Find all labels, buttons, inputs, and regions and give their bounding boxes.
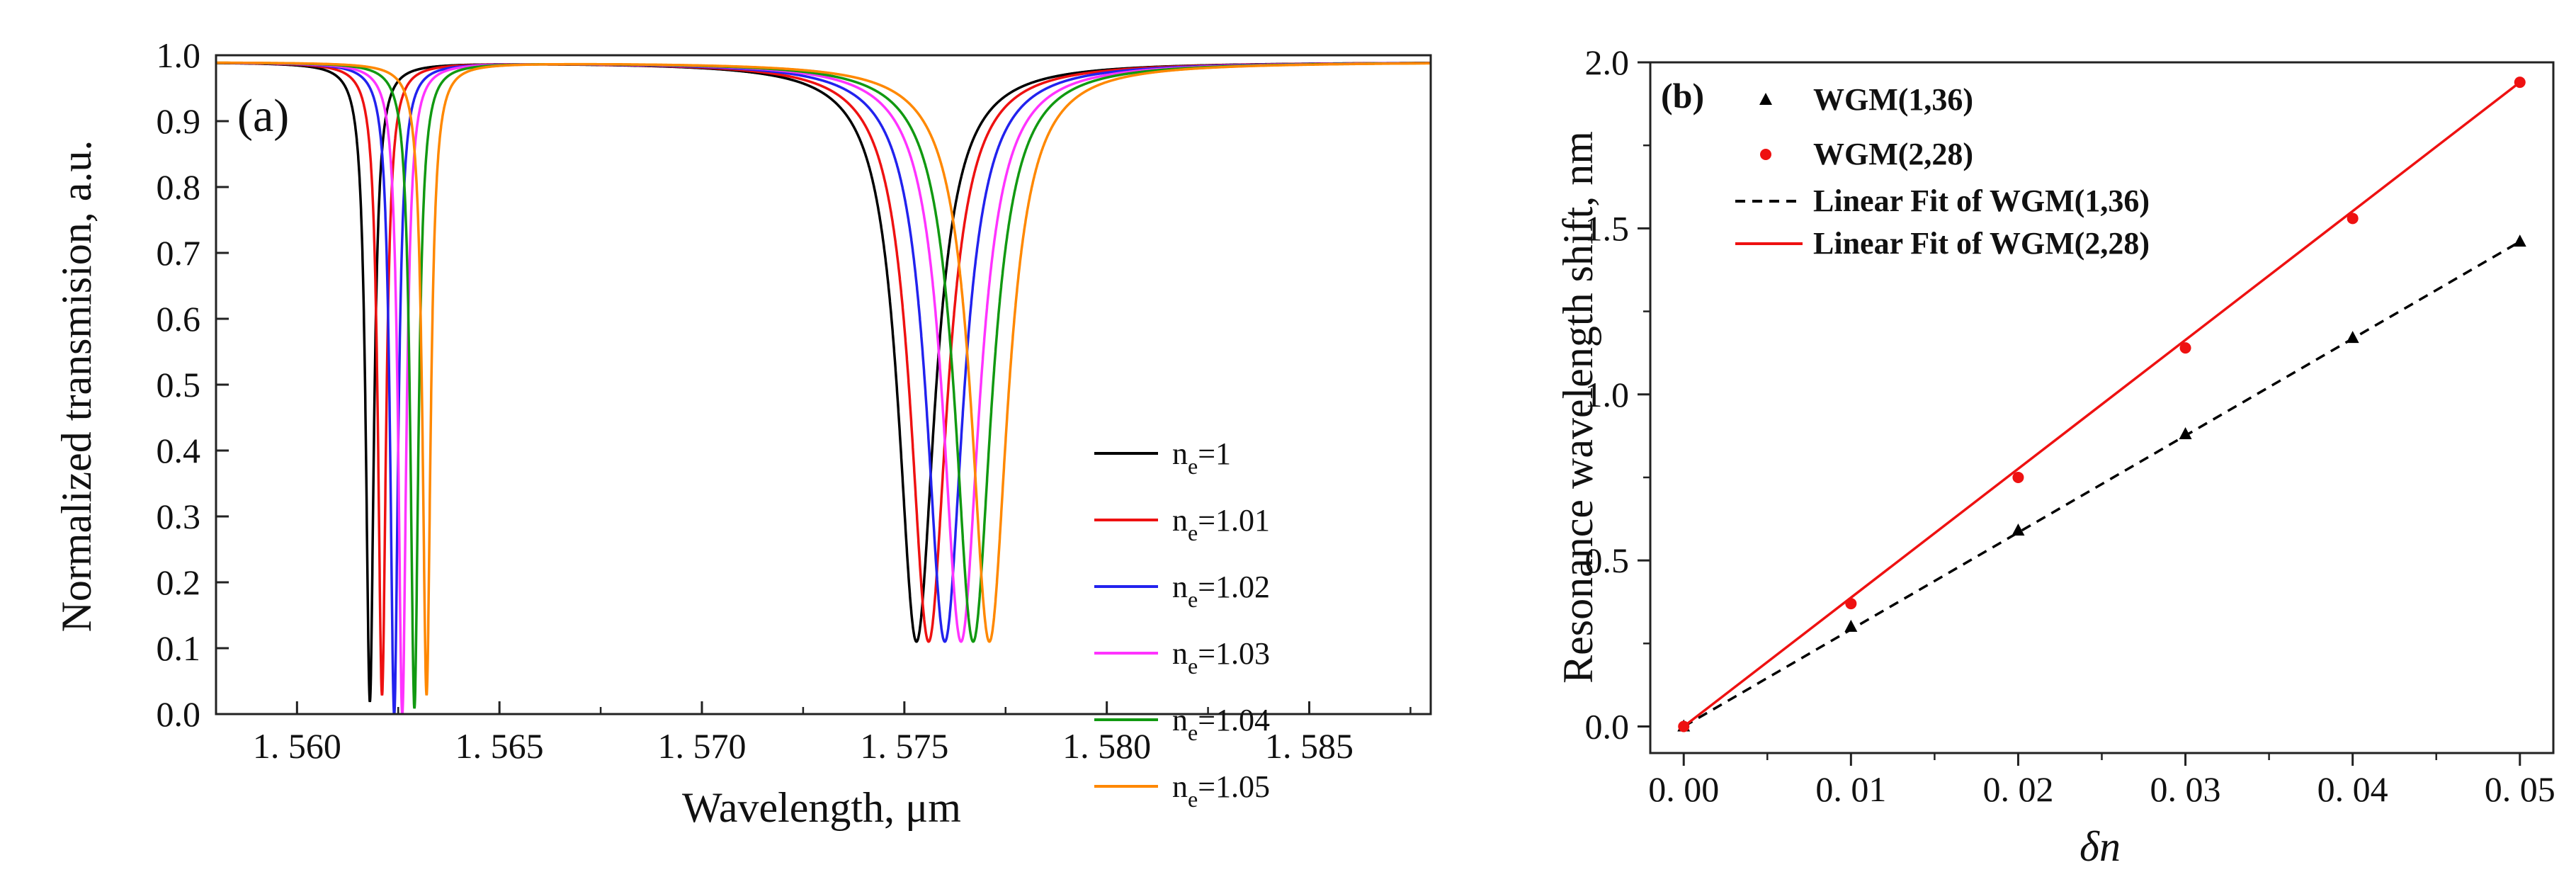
data-point [2514,77,2526,89]
y-tick-label: 0.8 [157,167,201,207]
series-line-5 [216,61,1431,696]
y-tick-label: 0.2 [157,562,201,602]
x-tick-label: 1. 570 [658,726,747,766]
x-tick-label: 1. 565 [455,726,544,766]
y-tick-label: 0.0 [1585,707,1630,747]
x-tick-label: 1. 580 [1062,726,1151,766]
x-tick-label: 0. 02 [1982,769,2053,809]
panel-a-label: (a) [237,90,289,142]
legend-marker [1759,93,1772,105]
legend-label: WGM(1,36) [1813,82,1973,117]
panel-b-ylabel: Resonance wavelength shift, nm [1555,131,1601,684]
panel-b-legend: WGM(1,36) WGM(2,28) Linear Fit of WGM(1,36… [1735,82,2150,261]
panel-a-ticks: 1. 560 1. 565 1. 570 1. 575 1. 580 1. 585 0.0 0… [157,35,1412,766]
y-tick-label: 1.0 [1585,375,1630,414]
legend-label: ne=1 [1172,436,1231,479]
y-tick-label: 0.4 [157,431,201,470]
data-point [2347,213,2359,225]
legend-label: ne=1.03 [1172,636,1270,679]
y-tick-label: 0.3 [157,497,201,536]
y-tick-label: 0.9 [157,101,201,141]
data-point [2012,471,2024,483]
panel-a-ylabel: Normalized transmision, a.u. [53,140,100,633]
panel-b: 0. 00 0. 01 0. 02 0. 03 0. 04 0. 05 0.0 0.5 1.0 1… [1555,43,2555,870]
y-tick-label: 0.1 [157,628,201,668]
data-point [2179,342,2191,354]
y-tick-label: 0.5 [1585,541,1630,580]
x-tick-label: 0. 01 [1815,769,1886,809]
legend-label: ne=1.02 [1172,570,1270,612]
legend-label: Linear Fit of WGM(2,28) [1813,226,2150,261]
legend-label: ne=1.04 [1172,703,1270,745]
y-tick-label: 0.7 [157,233,201,273]
legend-label: Linear Fit of WGM(1,36) [1813,183,2150,218]
panel-a: 1. 560 1. 565 1. 570 1. 575 1. 580 1. 585 0.0 0… [53,35,1432,831]
data-point [1844,619,1858,632]
legend-label: WGM(2,28) [1813,137,1973,171]
y-tick-label: 0.0 [157,694,201,734]
y-tick-label: 2.0 [1585,43,1630,82]
x-tick-label: 1. 585 [1265,726,1354,766]
panel-b-plot-area [1677,77,2526,732]
panel-a-legend: ne=1 ne=1.01 ne=1.02 ne=1.03 ne=1.04 ne=1.05 [1094,436,1270,812]
y-tick-label: 1.0 [157,35,201,75]
x-tick-label: 0. 05 [2485,769,2555,809]
panel-b-label: (b) [1661,76,1704,115]
data-point [2179,427,2192,439]
data-point [2346,331,2359,344]
x-tick-label: 1. 575 [860,726,948,766]
x-tick-label: 0. 00 [1648,769,1719,809]
panel-b-xlabel: δn [2079,823,2121,870]
x-tick-label: 0. 03 [2150,769,2221,809]
legend-label: ne=1.05 [1172,769,1270,812]
x-tick-label: 0. 04 [2317,769,2388,809]
data-point [2012,523,2025,536]
legend-label: ne=1.01 [1172,503,1270,545]
panel-b-ticks: 0. 00 0. 01 0. 02 0. 03 0. 04 0. 05 0.0 0.5 1.0 1… [1585,43,2555,809]
panel-a-xlabel: Wavelength, μm [682,784,961,831]
legend-marker [1760,149,1771,160]
y-tick-label: 0.6 [157,299,201,339]
y-tick-label: 1.5 [1585,208,1630,248]
x-tick-label: 1. 560 [253,726,341,766]
y-tick-label: 0.5 [157,365,201,404]
panel-a-plot-lines [216,61,1431,714]
fit-line-1 [1683,81,2521,728]
data-point [1678,720,1690,732]
data-point [2513,234,2526,247]
series-line-3 [216,61,1431,714]
data-point [1845,598,1857,610]
fit-line-0 [1683,240,2521,728]
